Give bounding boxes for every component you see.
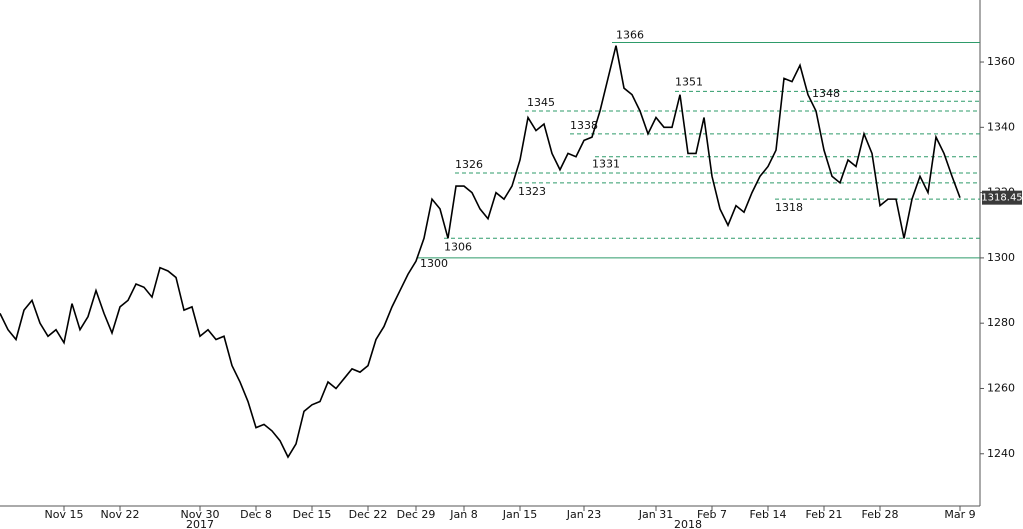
level-label: 1323: [518, 185, 546, 198]
x-tick-label: Feb 21: [806, 508, 843, 521]
year-label: 2018: [674, 518, 702, 529]
x-tick-label: Nov 30: [181, 508, 220, 521]
x-tick-label: Nov 15: [45, 508, 84, 521]
x-tick-label: Dec 29: [397, 508, 436, 521]
level-label: 1318: [775, 201, 803, 214]
x-tick-label: Jan 8: [449, 508, 477, 521]
level-label: 1331: [592, 158, 620, 171]
x-tick-label: Dec 15: [293, 508, 332, 521]
y-tick-label: 1280: [987, 316, 1015, 329]
x-tick-label: Jan 31: [638, 508, 673, 521]
level-label: 1326: [455, 158, 483, 171]
y-tick-label: 1300: [987, 251, 1015, 264]
x-tick-label: Jan 23: [566, 508, 601, 521]
last-price-box: [982, 190, 1022, 205]
x-tick-label: Feb 28: [862, 508, 899, 521]
x-tick-label: Feb 7: [697, 508, 727, 521]
level-label: 1300: [420, 257, 448, 270]
y-tick-label: 1340: [987, 120, 1015, 133]
level-label: 1338: [570, 119, 598, 132]
price-line: [0, 45, 961, 459]
last-price-label: 1318.45: [981, 193, 1022, 204]
x-tick-label: Nov 22: [101, 508, 140, 521]
level-label: 1306: [444, 240, 472, 253]
year-label: 2017: [186, 518, 214, 529]
x-tick-label: Dec 22: [349, 508, 388, 521]
y-tick-label: 1260: [987, 381, 1015, 394]
level-label: 1351: [675, 75, 703, 88]
level-label: 1345: [527, 96, 555, 109]
level-label: 1348: [812, 87, 840, 100]
y-tick-label: 1360: [987, 55, 1015, 68]
level-label: 1366: [616, 28, 644, 41]
y-tick-label: 1240: [987, 447, 1015, 460]
x-tick-label: Feb 14: [750, 508, 787, 521]
x-tick-label: Dec 8: [240, 508, 272, 521]
x-tick-label: Jan 15: [502, 508, 537, 521]
x-tick-label: Mar 9: [944, 508, 975, 521]
